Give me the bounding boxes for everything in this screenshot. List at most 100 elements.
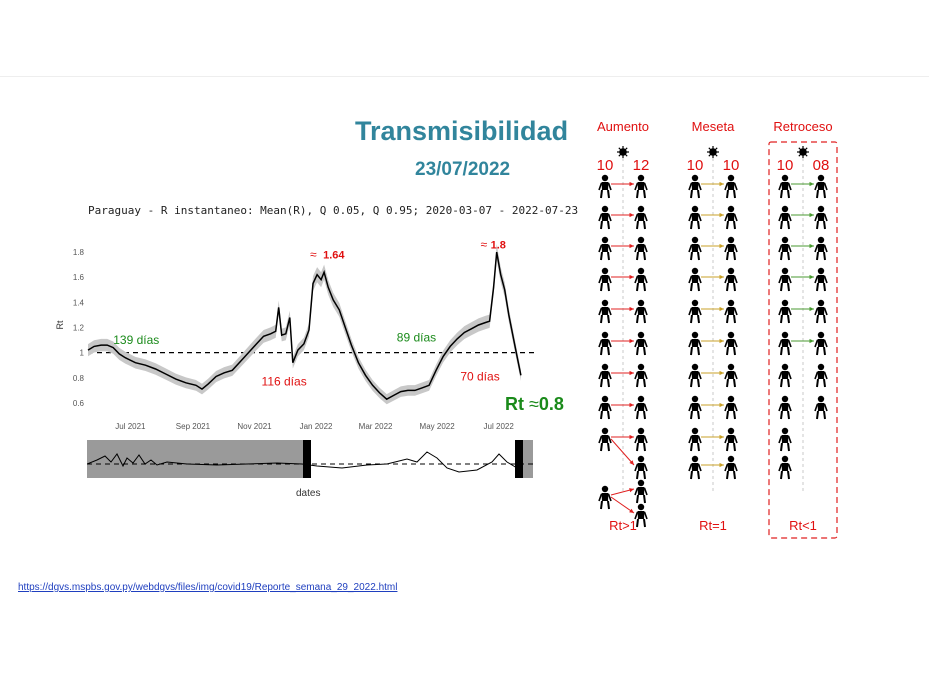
chart-title: Paraguay - R instantaneo: Mean(R), Q 0.0…	[88, 204, 579, 217]
person-icon	[598, 174, 612, 199]
person-icon	[778, 331, 792, 356]
navigator-handle-right[interactable]	[515, 440, 523, 478]
schema-column-title: Meseta	[692, 119, 735, 134]
navigator-series-line	[87, 451, 518, 473]
person-icon	[778, 427, 792, 452]
person-icon	[814, 174, 828, 199]
person-icon	[634, 236, 648, 261]
person-icon	[688, 236, 702, 261]
person-icon	[778, 395, 792, 420]
person-icon	[814, 236, 828, 261]
person-icon	[688, 205, 702, 230]
y-tick-label: 0.8	[73, 374, 85, 383]
person-icon	[778, 174, 792, 199]
navigator-handle-left[interactable]	[303, 440, 311, 478]
chart-annotation: ≈	[481, 237, 488, 251]
person-icon	[688, 427, 702, 452]
person-icon	[634, 267, 648, 292]
person-icon	[814, 363, 828, 388]
person-icon	[724, 427, 738, 452]
schema-column-title: Retroceso	[773, 119, 832, 134]
y-tick-label: 1	[80, 349, 85, 358]
rt-schema-diagram: Aumento 10 12 Rt>1 Meseta 10 10 Rt=1 Retroceso 10…	[597, 119, 838, 539]
chart-annotation: ≈	[310, 247, 317, 261]
person-icon	[634, 479, 648, 504]
y-tick-label: 1.8	[73, 248, 85, 257]
schema-footer-label: Rt>1	[609, 518, 637, 533]
y-axis-label: Rt	[55, 320, 65, 329]
person-icon	[814, 205, 828, 230]
virus-icon	[617, 146, 629, 158]
person-icon	[814, 299, 828, 324]
retroceso-dashed-box	[768, 141, 838, 539]
person-icon	[814, 331, 828, 356]
schema-column-meseta: Meseta 10 10 Rt=1	[687, 119, 740, 533]
x-tick-label: Nov 2021	[237, 422, 272, 431]
chart-annotation: 70 días	[460, 369, 499, 383]
slide-date: 23/07/2022	[415, 159, 511, 180]
person-icon	[634, 455, 648, 480]
person-icon	[598, 331, 612, 356]
rt-approx-sign: ≈	[529, 394, 539, 414]
person-icon	[688, 331, 702, 356]
person-icon	[688, 363, 702, 388]
schema-column-aumento: Aumento 10 12 Rt>1	[597, 119, 650, 533]
schema-right-count: 12	[633, 157, 650, 174]
schema-right-count: 10	[723, 157, 740, 174]
person-icon	[778, 455, 792, 480]
x-tick-label: Mar 2022	[359, 422, 393, 431]
person-icon	[634, 331, 648, 356]
x-tick-label: Jan 2022	[300, 422, 333, 431]
schema-left-count: 10	[597, 157, 614, 174]
schema-left-count: 10	[687, 157, 704, 174]
person-icon	[634, 174, 648, 199]
person-icon	[724, 205, 738, 230]
person-icon	[688, 267, 702, 292]
chart-annotation: 116 días	[262, 374, 307, 388]
range-navigator[interactable]	[87, 440, 533, 478]
rt-label-text: Rt	[505, 394, 524, 414]
person-icon	[724, 236, 738, 261]
person-icon	[598, 267, 612, 292]
person-icon	[724, 455, 738, 480]
rt-line-chart: 0.6 0.8 1 1.2 1.4 1.6 1.8 Rt Jul 2021 Sep 2021 Nov…	[55, 237, 534, 431]
y-tick-label: 1.6	[73, 273, 85, 282]
schema-right-count: 08	[813, 157, 830, 174]
schema-footer-label: Rt<1	[789, 518, 817, 533]
person-icon	[598, 299, 612, 324]
person-icon	[634, 363, 648, 388]
person-icon	[724, 363, 738, 388]
schema-column-title: Aumento	[597, 119, 649, 134]
x-tick-label: Sep 2021	[176, 422, 211, 431]
person-icon	[778, 299, 792, 324]
person-icon	[688, 455, 702, 480]
virus-icon	[707, 146, 719, 158]
virus-icon	[797, 146, 809, 158]
transmission-arrow	[610, 496, 635, 514]
person-icon	[598, 427, 612, 452]
person-icon	[634, 205, 648, 230]
schema-column-retroceso: Retroceso 10 08 Rt<1	[768, 119, 838, 539]
current-rt-label: Rt ≈0.8	[505, 394, 564, 415]
transmission-arrow	[610, 438, 635, 466]
person-icon	[688, 395, 702, 420]
person-icon	[724, 395, 738, 420]
chart-annotation: 89 días	[397, 330, 436, 344]
y-tick-label: 1.2	[73, 324, 85, 333]
x-axis-title: dates	[296, 488, 321, 499]
x-tick-label: Jul 2022	[484, 422, 515, 431]
y-tick-label: 1.4	[73, 298, 85, 307]
person-icon	[724, 331, 738, 356]
navigator-selected-range	[307, 440, 517, 478]
person-icon	[688, 174, 702, 199]
person-icon	[814, 267, 828, 292]
source-link[interactable]: https://dgvs.mspbs.gov.py/webdgvs/files/…	[18, 582, 398, 593]
person-icon	[598, 395, 612, 420]
y-tick-label: 0.6	[73, 399, 85, 408]
schema-left-count: 10	[777, 157, 794, 174]
x-tick-label: May 2022	[420, 422, 456, 431]
person-icon	[778, 205, 792, 230]
person-icon	[634, 299, 648, 324]
rt-label-value: 0.8	[538, 394, 564, 414]
person-icon	[634, 427, 648, 452]
